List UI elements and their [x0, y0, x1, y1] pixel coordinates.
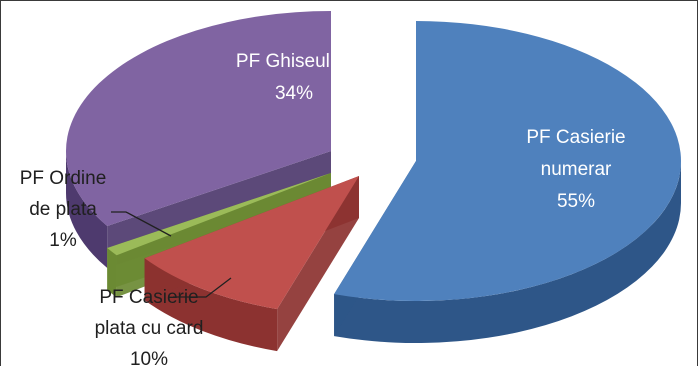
leader-line-pf-ordine-de-plata [111, 211, 172, 237]
slice-top-pf-casierie-numerar [334, 21, 681, 302]
slice-pf-casierie-plata-cu-card [144, 176, 359, 352]
slice-label-line: numerar [541, 159, 612, 180]
slice-label-pf-ghiseul-ro: PF Ghiseul.ro 34% [236, 51, 352, 104]
slice-label-line: PF Ordine [20, 168, 107, 189]
slice-label-line: 1% [49, 230, 77, 251]
slice-label-pf-casierie-numerar: PF Casierie numerar 55% [526, 127, 625, 212]
slice-label-pf-casierie-plata-cu-card: PF Casierie plata cu card 10% [95, 287, 204, 367]
slice-label-line: PF Ghiseul.ro [236, 51, 352, 72]
slice-label-line: PF Casierie [99, 287, 198, 308]
slice-label-line: de plata [29, 199, 97, 220]
slice-label-line: 10% [130, 349, 168, 367]
slice-label-line: plata cu card [95, 318, 204, 339]
slice-pf-casierie-numerar [334, 21, 681, 344]
slice-top-pf-ghiseul-ro [66, 11, 331, 227]
slice-side-pf-casierie-numerar [334, 161, 681, 344]
slice-label-pf-ordine-de-plata: PF Ordine de plata 1% [20, 168, 107, 251]
slice-top-pf-ordine-de-plata [107, 173, 331, 256]
slice-label-line: PF Casierie [526, 127, 625, 148]
slice-label-line: 34% [275, 83, 313, 104]
slice-label-line: 55% [557, 191, 595, 212]
slice-top-pf-casierie-plata-cu-card [144, 176, 359, 310]
leader-line-pf-casierie-plata-cu-card [173, 277, 232, 298]
slice-side-pf-ghiseul-ro [66, 151, 108, 269]
